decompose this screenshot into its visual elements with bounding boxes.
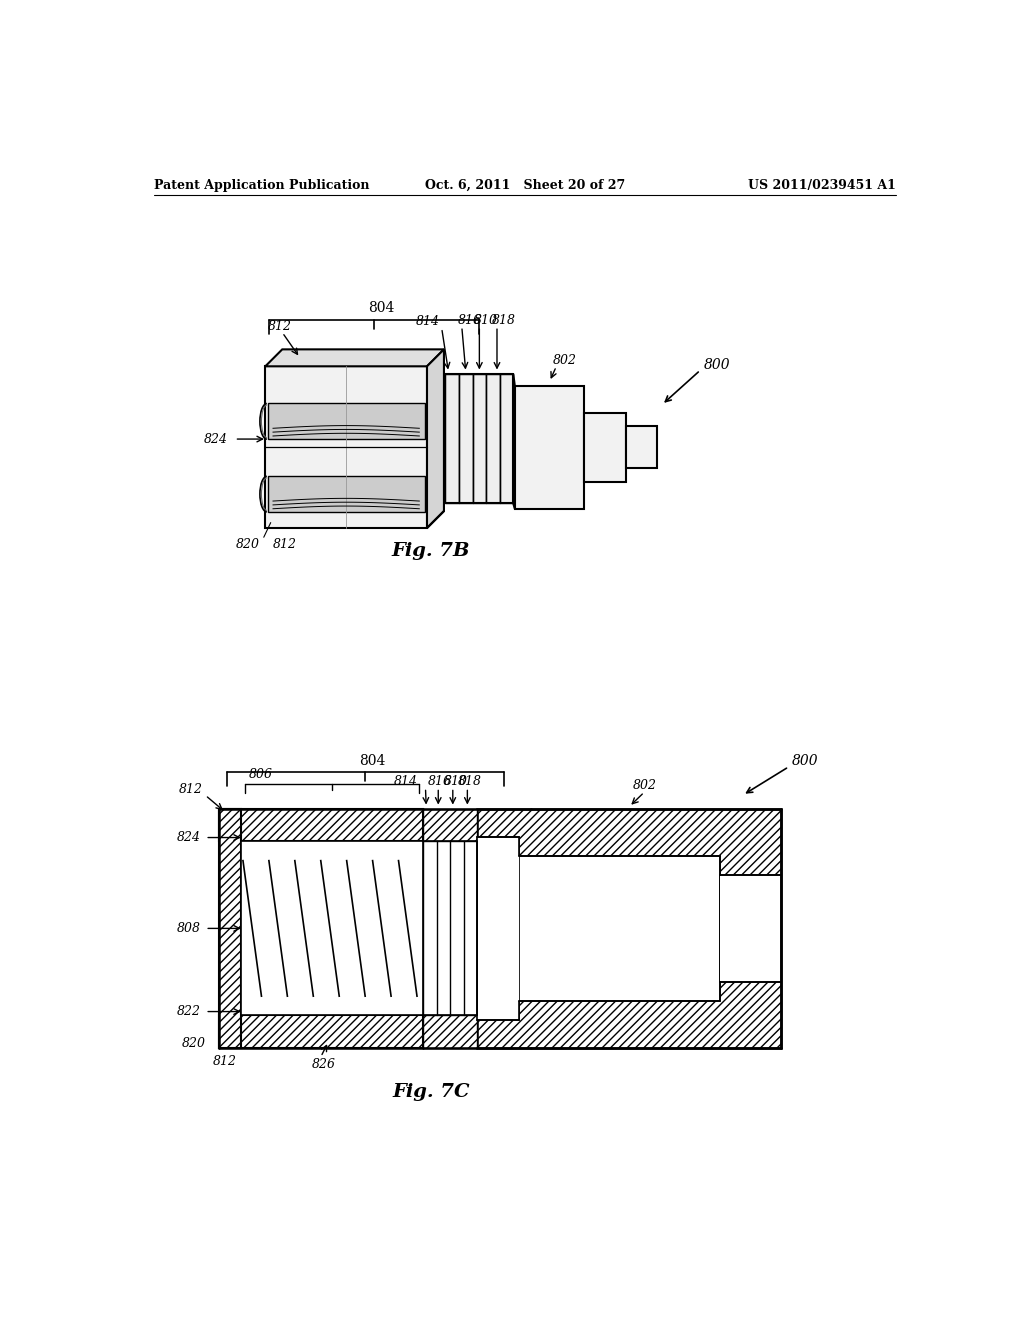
Text: 816: 816 [427,775,452,788]
Text: 804: 804 [368,301,394,314]
Bar [423,809,477,841]
Bar [473,374,486,503]
Bar [477,809,781,1048]
Bar [267,477,425,512]
Text: 824: 824 [204,433,227,446]
Text: 824: 824 [177,832,201,843]
Text: Oct. 6, 2011   Sheet 20 of 27: Oct. 6, 2011 Sheet 20 of 27 [425,178,625,191]
Text: 816: 816 [458,314,481,326]
Text: 814: 814 [394,775,418,788]
Bar [520,857,719,1001]
Text: US 2011/0239451 A1: US 2011/0239451 A1 [749,178,896,191]
Text: 820: 820 [182,1036,206,1049]
Bar [219,1015,423,1048]
Text: 812: 812 [213,1055,237,1068]
Text: 820: 820 [237,539,260,552]
Bar [627,426,657,469]
Text: 818: 818 [458,775,482,788]
Bar [584,413,627,482]
Bar [267,404,425,440]
Text: 814: 814 [416,315,440,329]
Text: 800: 800 [792,754,818,768]
Polygon shape [265,350,444,367]
Polygon shape [265,367,427,528]
Polygon shape [427,350,444,528]
Text: 818: 818 [492,314,515,326]
Bar [459,374,473,503]
Text: 826: 826 [311,1059,336,1072]
Text: 810: 810 [474,314,498,326]
Text: Fig. 7C: Fig. 7C [392,1084,470,1101]
Text: 810: 810 [443,775,468,788]
Text: 802: 802 [553,354,577,367]
Bar [720,875,781,982]
Text: 812: 812 [267,319,292,333]
Text: 800: 800 [703,358,730,372]
Bar [486,374,500,503]
Bar [515,385,584,508]
Bar [423,1015,477,1048]
Text: Patent Application Publication: Patent Application Publication [154,178,370,191]
Text: 812: 812 [179,783,203,796]
Bar [445,374,459,503]
Bar [478,838,518,1019]
Bar [500,374,513,503]
Text: 812: 812 [273,539,297,552]
Text: 806: 806 [249,768,272,781]
Bar [519,857,720,1001]
Bar [720,876,780,981]
Bar [241,841,423,1015]
Text: 802: 802 [633,779,657,792]
Bar [219,809,241,1048]
Text: Fig. 7B: Fig. 7B [391,543,470,560]
Bar [477,837,519,1020]
Text: 808: 808 [177,921,201,935]
Text: 822: 822 [177,1005,201,1018]
Text: 804: 804 [359,754,386,767]
Bar [219,809,423,841]
